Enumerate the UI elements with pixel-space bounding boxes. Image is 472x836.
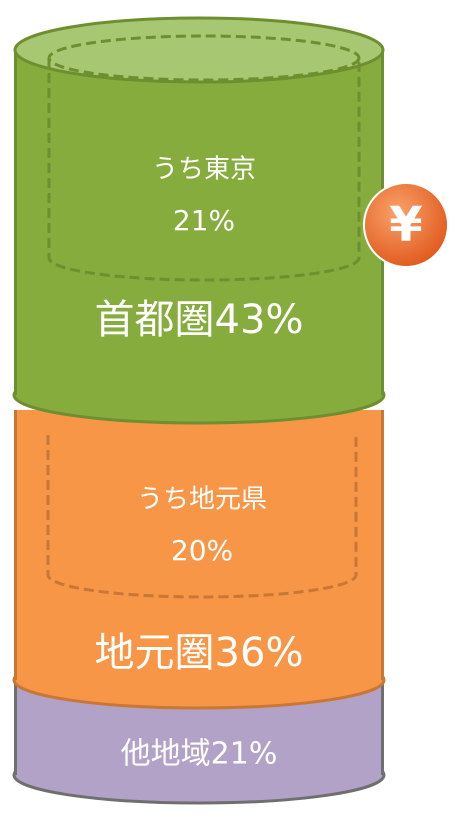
inner-label: うち地元県 bbox=[137, 485, 267, 515]
badge-text: ¥ bbox=[389, 197, 422, 253]
inner-value: 21% bbox=[173, 204, 235, 237]
inner-label: うち東京 bbox=[152, 155, 256, 185]
segment-capital bbox=[12, 16, 386, 425]
inner-value: 20% bbox=[171, 534, 233, 567]
yen-badge: ¥ bbox=[363, 182, 449, 268]
segment-label: 首都圏43% bbox=[95, 297, 304, 343]
segment-local bbox=[12, 410, 386, 710]
segment-label: 地元圏36% bbox=[95, 630, 304, 676]
segment-label: 他地域21% bbox=[121, 737, 278, 772]
